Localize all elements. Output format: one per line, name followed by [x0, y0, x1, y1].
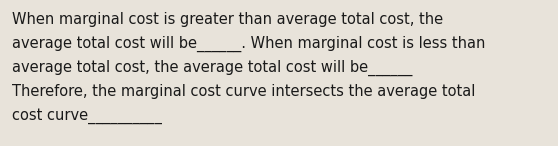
Text: cost curve__________: cost curve__________ — [12, 108, 162, 124]
Text: average total cost will be______. When marginal cost is less than: average total cost will be______. When m… — [12, 36, 485, 52]
Text: Therefore, the marginal cost curve intersects the average total: Therefore, the marginal cost curve inter… — [12, 84, 475, 99]
Text: When marginal cost is greater than average total cost, the: When marginal cost is greater than avera… — [12, 12, 443, 27]
Text: average total cost, the average total cost will be______: average total cost, the average total co… — [12, 60, 412, 76]
